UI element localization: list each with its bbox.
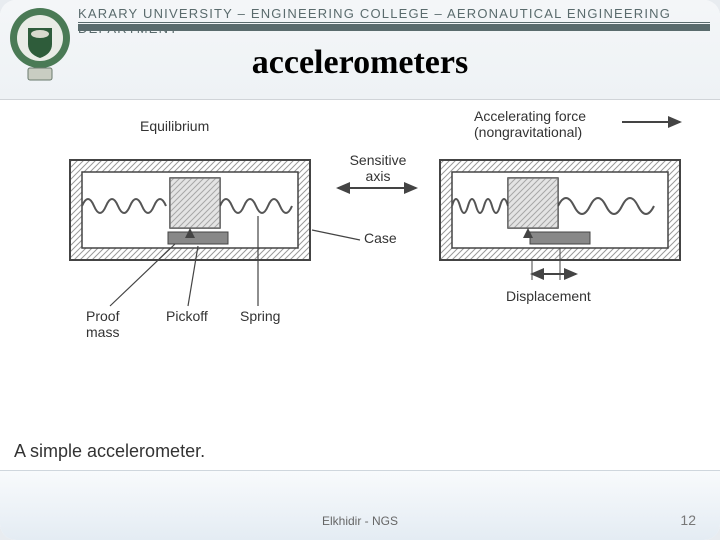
label-accel-force: Accelerating force (nongravitational) [474, 108, 586, 140]
label-accel-force-l1: Accelerating force [474, 108, 586, 124]
label-pickoff: Pickoff [166, 308, 208, 324]
university-line: KARARY UNIVERSITY – ENGINEERING COLLEGE … [78, 6, 710, 36]
footer-author: Elkhidir - NGS [0, 514, 720, 528]
label-equilibrium: Equilibrium [140, 118, 209, 134]
label-proof-mass-l1: Proof [86, 308, 119, 324]
label-sensitive-axis-text: Sensitiveaxis [350, 152, 407, 184]
diagram-svg [20, 110, 700, 340]
slide-footer: Elkhidir - NGS 12 [0, 470, 720, 540]
label-case: Case [364, 230, 397, 246]
figure-caption: A simple accelerometer. [14, 441, 205, 462]
label-proof-mass: Proof mass [86, 308, 119, 340]
slide-header: KARARY UNIVERSITY – ENGINEERING COLLEGE … [0, 0, 720, 100]
page-number: 12 [680, 512, 696, 528]
label-accel-force-l2: (nongravitational) [474, 124, 582, 140]
label-sensitive-axis: Sensitiveaxis [348, 152, 408, 184]
header-rule [78, 24, 710, 31]
slide-title: accelerometers [0, 44, 720, 82]
label-displacement: Displacement [506, 288, 591, 304]
slide: KARARY UNIVERSITY – ENGINEERING COLLEGE … [0, 0, 720, 540]
label-proof-mass-l2: mass [86, 324, 119, 340]
label-spring: Spring [240, 308, 280, 324]
accelerometer-diagram: Equilibrium Accelerating force (nongravi… [20, 110, 700, 370]
